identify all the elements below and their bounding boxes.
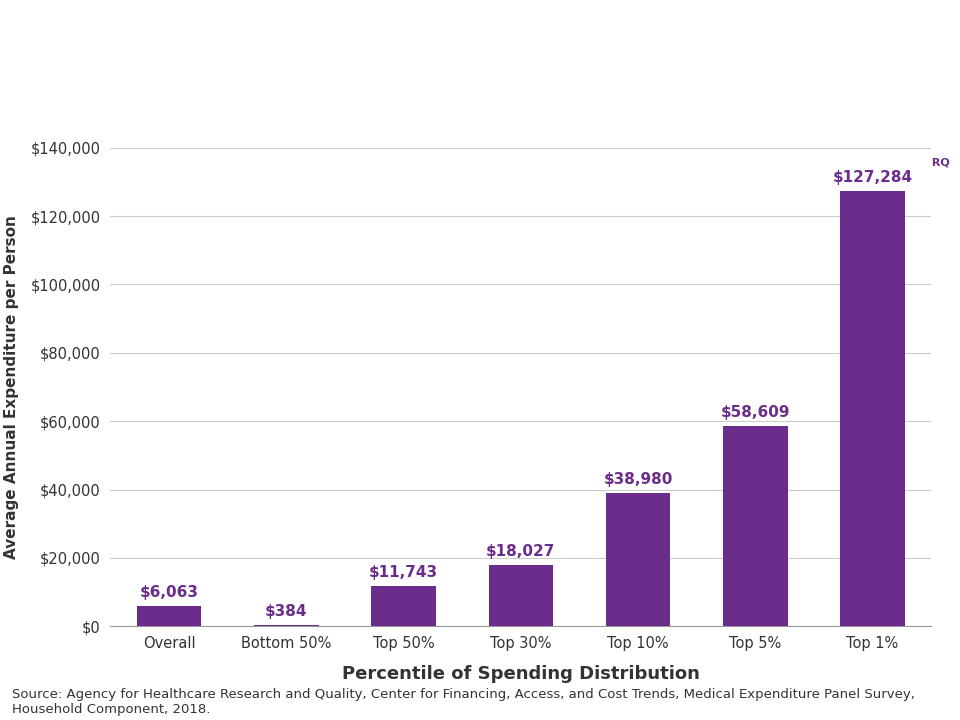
Bar (489, 564, 553, 626)
Bar (254, 625, 319, 626)
Bar (136, 606, 202, 626)
X-axis label: Percentile of Spending Distribution: Percentile of Spending Distribution (342, 665, 700, 683)
Text: AHRQ: AHRQ (915, 158, 951, 168)
Circle shape (552, 107, 960, 208)
Text: $6,063: $6,063 (139, 585, 199, 600)
Text: Figure 2: Mean total expenditure per person by: Figure 2: Mean total expenditure per per… (138, 37, 735, 57)
Bar (723, 426, 787, 626)
Bar (372, 586, 436, 626)
Text: $38,980: $38,980 (604, 472, 673, 487)
Text: $384: $384 (265, 604, 307, 619)
Bar (606, 493, 670, 626)
Text: percentile of spending, 2018: percentile of spending, 2018 (256, 86, 617, 106)
Text: Source: Agency for Healthcare Research and Quality, Center for Financing, Access: Source: Agency for Healthcare Research a… (12, 688, 914, 716)
Text: $11,743: $11,743 (369, 565, 438, 580)
Y-axis label: Average Annual Expenditure per Person: Average Annual Expenditure per Person (5, 215, 19, 559)
Text: $58,609: $58,609 (721, 405, 790, 420)
Text: $18,027: $18,027 (486, 544, 556, 559)
Bar (840, 191, 905, 626)
Text: $127,284: $127,284 (832, 171, 913, 185)
